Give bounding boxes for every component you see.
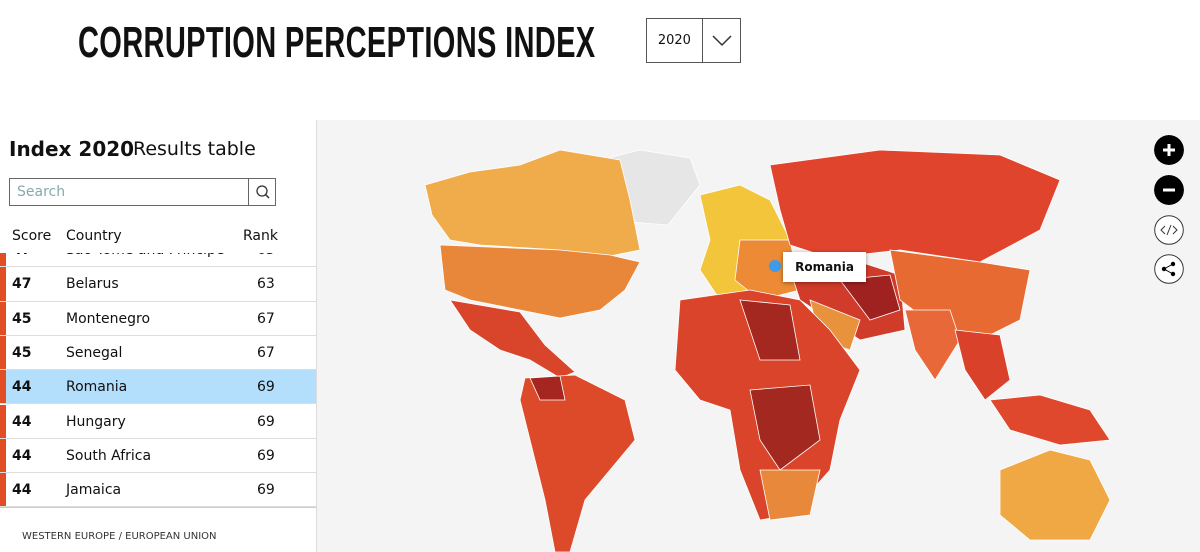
column-header[interactable]: Country bbox=[66, 228, 122, 244]
page-title: CORRUPTION PERCEPTIONS INDEX bbox=[78, 18, 596, 67]
country-cell: Hungary bbox=[66, 413, 126, 430]
score-cell: 44 bbox=[12, 413, 32, 430]
world-map[interactable]: Romania bbox=[317, 120, 1200, 552]
country-cell: Montenegro bbox=[66, 310, 151, 327]
embed-button[interactable] bbox=[1154, 215, 1184, 245]
rank-cell: 69 bbox=[257, 413, 275, 430]
country-cell: Jamaica bbox=[66, 482, 122, 499]
score-stripe bbox=[0, 438, 6, 473]
rank-cell: 69 bbox=[257, 447, 275, 464]
rank-cell: 63 bbox=[257, 276, 275, 293]
table-row[interactable]: 45 Senegal 67 bbox=[0, 335, 316, 371]
rank-cell: 69 bbox=[257, 482, 275, 499]
table-row[interactable]: 45 Montenegro 67 bbox=[0, 301, 316, 336]
column-header[interactable]: Rank bbox=[243, 228, 278, 244]
score-cell: 44 bbox=[12, 482, 32, 499]
score-cell: 45 bbox=[12, 310, 32, 327]
table-row[interactable]: 47 Belarus 63 bbox=[0, 267, 316, 302]
score-stripe bbox=[0, 253, 6, 267]
score-stripe bbox=[0, 404, 6, 438]
country-cell: Romania bbox=[66, 379, 128, 396]
score-cell: 44 bbox=[12, 379, 32, 396]
rank-cell: 69 bbox=[257, 379, 275, 396]
index-label: Index 2020 bbox=[9, 137, 135, 161]
country-cell: Senegal bbox=[66, 344, 123, 361]
score-cell: 44 bbox=[12, 447, 32, 464]
column-header[interactable]: Score bbox=[12, 228, 52, 244]
results-table: 47 Sao Tome and Principe 63 47 Belarus 63 45 Mo… bbox=[0, 253, 316, 508]
panel-subtitle: Results table bbox=[133, 138, 256, 160]
map-tooltip: Romania bbox=[783, 252, 866, 282]
zoom-in-button[interactable] bbox=[1154, 135, 1184, 165]
region-label: WESTERN EUROPE / EUROPEAN UNION bbox=[22, 531, 217, 542]
country-cell: South Africa bbox=[66, 447, 152, 464]
rank-cell: 67 bbox=[257, 344, 275, 361]
score-stripe bbox=[0, 370, 6, 404]
country-cell: Belarus bbox=[66, 276, 119, 293]
score-cell: 47 bbox=[12, 253, 31, 258]
score-stripe bbox=[0, 267, 6, 301]
score-cell: 47 bbox=[12, 276, 32, 293]
table-row[interactable]: 44 Jamaica 69 bbox=[0, 473, 316, 507]
rank-cell: 67 bbox=[257, 310, 275, 327]
year-dropdown[interactable]: 2020 bbox=[646, 18, 741, 63]
map-shapes bbox=[424, 149, 1111, 552]
table-row[interactable]: 44 South Africa 69 bbox=[0, 438, 316, 474]
share-button[interactable] bbox=[1154, 254, 1184, 284]
score-stripe bbox=[0, 473, 6, 507]
score-cell: 45 bbox=[12, 344, 32, 361]
zoom-out-button[interactable] bbox=[1154, 175, 1184, 205]
rank-cell: 63 bbox=[257, 253, 275, 258]
score-stripe bbox=[0, 301, 6, 335]
score-stripe bbox=[0, 335, 6, 370]
table-row[interactable]: 47 Sao Tome and Principe 63 bbox=[0, 253, 316, 268]
search-input[interactable]: Search bbox=[9, 178, 249, 206]
country-cell: Sao Tome and Principe bbox=[66, 253, 225, 258]
year-value: 2020 bbox=[647, 19, 703, 62]
dropdown-arrow bbox=[712, 35, 732, 47]
search-button[interactable] bbox=[248, 178, 276, 206]
table-row[interactable]: 44 Hungary 69 bbox=[0, 404, 316, 439]
table-row[interactable]: 44 Romania 69 bbox=[0, 370, 316, 405]
results-panel: Index 2020 Results table Search Score Co… bbox=[0, 120, 317, 552]
